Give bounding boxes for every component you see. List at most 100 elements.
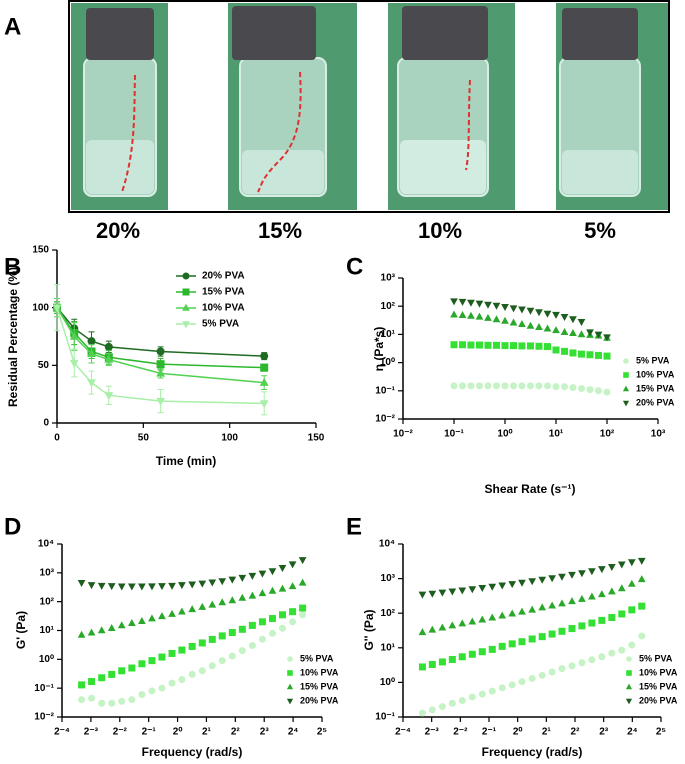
- point: [104, 342, 113, 351]
- x-tick-label: 10¹: [549, 429, 564, 440]
- x-tick-label: 10⁻¹: [444, 429, 464, 440]
- point: [458, 310, 467, 318]
- x-tick-label: 2⁻¹: [142, 727, 157, 738]
- point: [448, 621, 457, 629]
- x-tick-label: 2⁻³: [84, 727, 99, 738]
- legend-label: 5% PVA: [636, 355, 670, 365]
- point: [526, 342, 534, 350]
- point: [168, 649, 176, 657]
- point: [568, 597, 576, 605]
- point: [548, 668, 556, 676]
- point: [228, 652, 236, 660]
- point: [278, 624, 286, 632]
- point: [258, 635, 266, 643]
- point: [538, 633, 546, 641]
- point: [535, 309, 543, 317]
- point: [484, 301, 492, 309]
- point: [488, 613, 497, 621]
- point: [108, 670, 116, 678]
- x-tick-label: 2⁴: [288, 727, 299, 738]
- point: [268, 586, 277, 594]
- point: [268, 615, 276, 623]
- point: [198, 667, 206, 675]
- series-line: [56, 307, 265, 357]
- point: [138, 660, 146, 668]
- point: [548, 630, 556, 638]
- point: [428, 590, 437, 598]
- point: [208, 662, 216, 670]
- point: [268, 568, 277, 576]
- point: [428, 660, 436, 668]
- point: [598, 590, 606, 598]
- legend-marker: [625, 683, 633, 690]
- point: [528, 674, 536, 682]
- y-axis-title: Residual Percentage (%): [6, 267, 20, 407]
- point: [535, 323, 543, 331]
- point: [543, 382, 551, 390]
- point: [478, 690, 486, 698]
- vial: [83, 8, 157, 197]
- point: [543, 343, 551, 351]
- x-tick-label: 2⁻¹: [482, 727, 497, 738]
- point: [518, 638, 526, 646]
- y-tick-label: 10⁻¹: [375, 712, 395, 723]
- vial: [397, 6, 489, 197]
- point: [568, 625, 576, 633]
- point: [107, 624, 116, 632]
- point: [568, 571, 576, 579]
- point: [488, 645, 496, 653]
- point: [259, 377, 269, 386]
- point: [569, 384, 577, 392]
- vial-caption: 10%: [418, 218, 462, 243]
- x-tick-label: 2⁻⁴: [54, 727, 70, 738]
- vial-caption: 20%: [96, 218, 140, 243]
- point: [258, 589, 267, 597]
- photo: [68, 0, 670, 213]
- legend-marker: [625, 698, 633, 705]
- point: [138, 617, 146, 625]
- point: [104, 354, 114, 363]
- point: [492, 382, 500, 390]
- point: [299, 604, 307, 612]
- legend-marker: [182, 303, 190, 311]
- point: [637, 575, 646, 583]
- point: [528, 635, 536, 643]
- point: [577, 350, 585, 358]
- point: [138, 691, 146, 699]
- legend-label: 5% PVA: [202, 319, 239, 330]
- legend-label: 20% PVA: [639, 695, 678, 705]
- point: [198, 639, 206, 647]
- point: [299, 611, 307, 619]
- point: [637, 557, 646, 565]
- point: [475, 341, 483, 349]
- point: [588, 568, 596, 576]
- point: [418, 591, 427, 599]
- point: [117, 621, 126, 629]
- point: [588, 656, 596, 664]
- point: [228, 596, 237, 604]
- point: [238, 625, 246, 633]
- legend-label: 5% PVA: [300, 653, 334, 663]
- point: [88, 678, 96, 686]
- legend-label: 15% PVA: [639, 681, 678, 691]
- point: [158, 612, 166, 620]
- point: [198, 602, 207, 610]
- y-tick-label: 10¹: [381, 329, 396, 340]
- point: [467, 311, 475, 319]
- x-tick-label: 2²: [571, 727, 581, 738]
- point: [87, 379, 96, 388]
- point: [418, 663, 426, 671]
- point: [258, 570, 267, 578]
- point: [552, 346, 560, 354]
- point: [458, 696, 466, 704]
- x-tick-label: 2⁻²: [113, 727, 128, 738]
- x-tick-label: 2⁵: [317, 727, 328, 738]
- point: [459, 382, 467, 390]
- y-axis-title: G' (Pa): [14, 611, 28, 649]
- point: [448, 588, 457, 596]
- point: [603, 352, 611, 360]
- panel-letter: C: [346, 253, 363, 280]
- legend-label: 10% PVA: [636, 369, 675, 379]
- point: [98, 699, 106, 707]
- point: [594, 387, 602, 395]
